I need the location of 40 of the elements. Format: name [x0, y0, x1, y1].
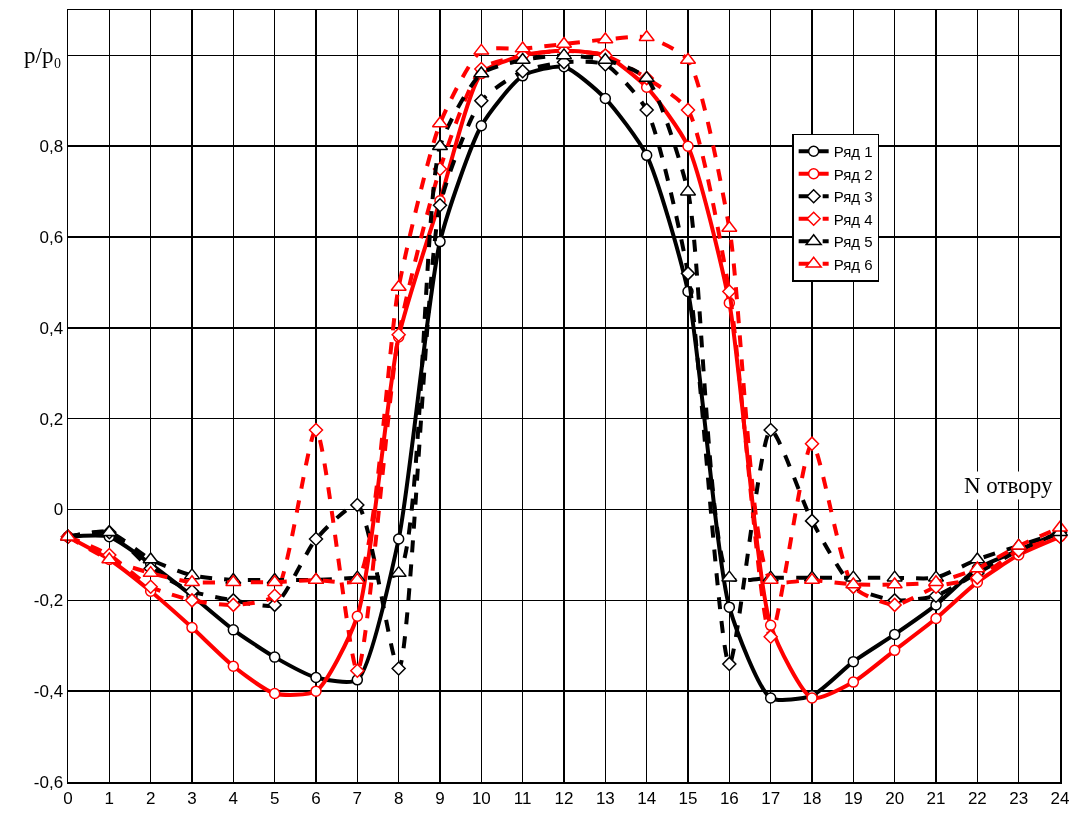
y-tick-label: 0,4 — [39, 318, 64, 338]
x-tick-label: 12 — [554, 788, 574, 808]
x-tick-label: 7 — [352, 788, 363, 808]
x-tick-label: 23 — [1009, 788, 1029, 808]
x-tick-label: 22 — [967, 788, 987, 808]
legend-label: Ряд 3 — [833, 188, 873, 206]
x-tick-label: 21 — [926, 788, 946, 808]
x-tick-label: 17 — [761, 788, 781, 808]
legend-label: Ряд 6 — [833, 255, 873, 273]
x-tick-label: 16 — [719, 788, 739, 808]
x-tick-label: 18 — [802, 788, 822, 808]
y-tick-label: 0 — [53, 500, 64, 520]
y-tick-label: 0,6 — [39, 228, 64, 248]
x-tick-label: 24 — [1050, 788, 1070, 808]
legend-label: Ряд 5 — [833, 233, 873, 251]
y-axis-title: p/p₀ — [24, 43, 62, 68]
x-tick-label: 11 — [513, 788, 532, 808]
legend-label: Ряд 2 — [833, 165, 873, 183]
legend-label: Ряд 4 — [833, 210, 873, 228]
x-tick-label: 6 — [311, 788, 321, 808]
x-tick-label: 15 — [678, 788, 698, 808]
x-axis-title: N отвору — [964, 473, 1054, 498]
legend-label: Ряд 1 — [833, 143, 873, 161]
y-tick-label: -0,4 — [33, 682, 64, 702]
y-tick-label: 0,8 — [39, 137, 64, 157]
x-tick-label: 19 — [843, 788, 863, 808]
x-tick-label: 9 — [435, 788, 445, 808]
x-tick-label: 20 — [885, 788, 905, 808]
x-tick-label: 8 — [393, 788, 404, 808]
x-tick-label: 5 — [269, 788, 280, 808]
y-tick-label: 0,2 — [39, 409, 64, 429]
y-tick-label: -0,2 — [33, 591, 64, 611]
x-tick-label: 13 — [595, 788, 615, 808]
y-tick-label: -0,6 — [33, 772, 64, 792]
x-tick-label: 2 — [145, 788, 156, 808]
x-tick-label: 4 — [228, 788, 239, 808]
x-tick-label: 3 — [187, 788, 197, 808]
x-tick-label: 14 — [637, 788, 657, 808]
x-tick-label: 1 — [104, 788, 115, 808]
x-tick-label: 10 — [471, 788, 491, 808]
